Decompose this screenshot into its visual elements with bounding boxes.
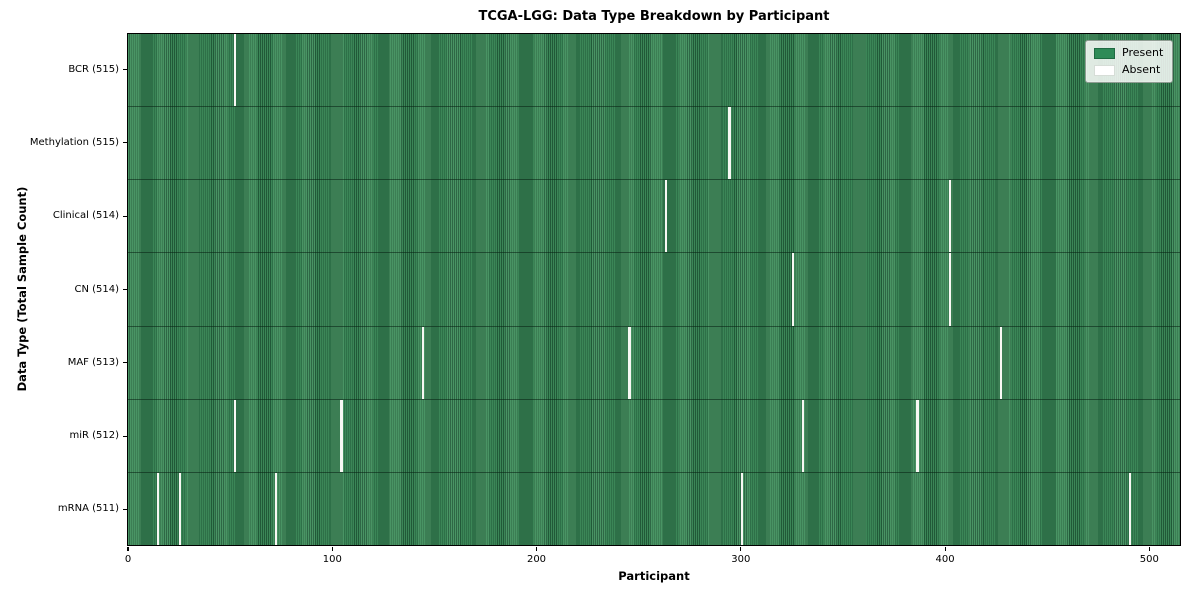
x-tick-mark (127, 546, 129, 551)
absent-line (340, 399, 343, 472)
absent-line (740, 472, 743, 545)
y-tick-mark (122, 508, 127, 510)
x-tick-label: 500 (1139, 554, 1159, 565)
y-tick-label: BCR (515) (68, 63, 119, 75)
x-tick-label: 300 (731, 554, 751, 565)
y-tick-label: miR (512) (69, 430, 119, 442)
absent-line (916, 399, 919, 472)
absent-line (665, 180, 668, 253)
legend-item-present: Present (1094, 47, 1163, 59)
y-tick-label: Methylation (515) (29, 136, 119, 148)
x-tick-label: 100 (322, 554, 342, 565)
heatmap-row (128, 107, 1180, 181)
y-tick-mark (122, 142, 127, 144)
plot-area (127, 33, 1181, 546)
y-tick-mark (122, 362, 127, 364)
x-axis-label: Participant (618, 569, 690, 583)
absent-line (1128, 472, 1131, 545)
x-tick-mark (1148, 546, 1150, 551)
absent-line (1000, 326, 1003, 399)
y-tick-mark (122, 215, 127, 217)
x-tick-mark (331, 546, 333, 551)
legend: Present Absent (1085, 40, 1174, 83)
y-tick-mark (122, 288, 127, 291)
x-tick-label: 400 (935, 554, 955, 565)
heatmap-row (128, 253, 1180, 327)
x-tick-mark (740, 546, 742, 551)
heatmap-row (128, 34, 1180, 108)
heatmap-row (128, 472, 1180, 545)
y-tick-label: CN (514) (74, 283, 119, 295)
legend-absent-label: Absent (1122, 63, 1161, 76)
y-tick-mark (122, 69, 127, 71)
absent-line (949, 253, 952, 326)
absent-line (628, 326, 631, 399)
legend-present-swatch (1094, 47, 1115, 59)
absent-line (791, 253, 794, 326)
legend-present-label: Present (1122, 46, 1164, 59)
heatmap-row (128, 326, 1180, 400)
absent-line (949, 180, 952, 253)
x-tick-label: 200 (526, 554, 547, 565)
absent-line (422, 326, 425, 399)
chart-title: TCGA-LGG: Data Type Breakdown by Partici… (478, 9, 830, 24)
legend-absent-swatch (1094, 64, 1115, 76)
x-tick-label: 0 (124, 554, 132, 565)
y-tick-label: mRNA (511) (57, 503, 119, 515)
absent-line (156, 472, 159, 545)
absent-line (234, 399, 237, 472)
legend-item-absent: Absent (1094, 64, 1163, 76)
heatmap-row (128, 180, 1180, 254)
absent-line (728, 107, 731, 180)
y-tick-label: MAF (513) (67, 356, 119, 368)
y-tick-label: Clinical (514) (52, 210, 119, 222)
absent-line (801, 399, 805, 472)
x-tick-mark (535, 546, 538, 551)
absent-line (178, 472, 182, 545)
y-tick-mark (122, 435, 127, 437)
x-tick-mark (944, 546, 946, 551)
absent-line (274, 472, 278, 545)
heatmap-row (128, 399, 1180, 473)
absent-line (234, 34, 237, 107)
